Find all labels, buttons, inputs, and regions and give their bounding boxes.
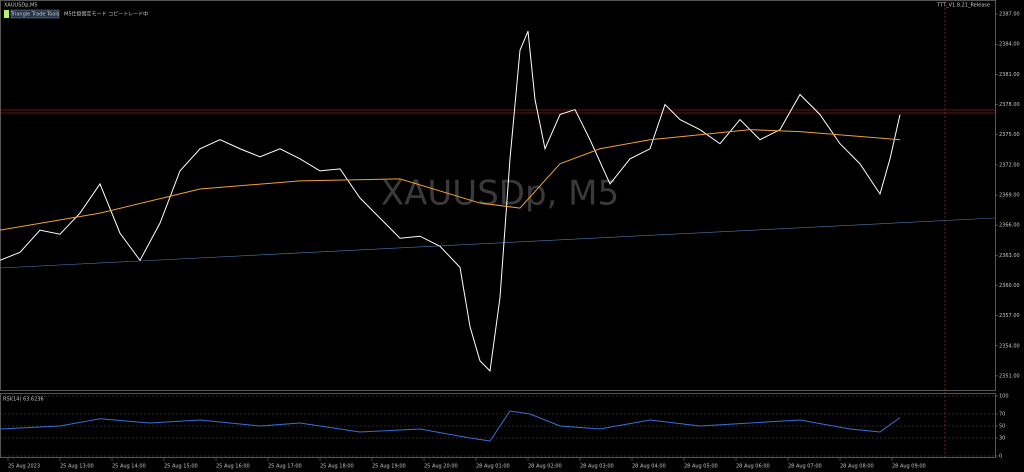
plot-layer: 2351.00 2354.00 2357.00 2360.00 2363.00 2366.… [0,12,1020,470]
pane-title: RSI(14) 63.6236 [3,397,44,403]
x-tick-label: 25 Aug 14:00 [112,464,146,470]
y-tick-label: 2384.00 [999,42,1020,48]
watermark: XAUUSDp, M5 [381,174,619,214]
y-tick-label: 2381.00 [999,72,1020,78]
x-tick-label: 25 Aug 15:00 [164,464,198,470]
rsi-pane-frame [0,393,996,458]
x-tick-label: 25 Aug 17:00 [268,464,302,470]
y-tick-label: 2354.00 [999,343,1020,349]
y-tick-label: 2387.00 [999,12,1020,18]
x-tick-label: 28 Aug 05:00 [684,464,718,470]
y-tick-label: 30 [999,436,1005,442]
x-tick-label: 28 Aug 08:00 [840,464,874,470]
x-tick-label: 28 Aug 09:00 [892,464,926,470]
y-tick-label: 2375.00 [999,132,1020,138]
series-line [0,30,901,372]
x-tick-label: 25 Aug 16:00 [216,464,250,470]
indicator-tag: TTT_V1.8.21_Release [936,3,990,9]
x-tick-label: 28 Aug 02:00 [528,464,562,470]
x-tick-label: 25 Aug 2023 [8,464,40,470]
x-tick-label: 28 Aug 01:00 [476,464,510,470]
tool-button[interactable] [10,9,60,19]
x-tick-label: 28 Aug 04:00 [632,464,666,470]
y-tick-label: 2372.00 [999,162,1020,168]
y-tick-label: 2351.00 [999,373,1020,379]
status-text: M5仕掛固定モード コピートレード中 [64,11,148,18]
trend-line [0,217,996,269]
x-tick-label: 28 Aug 03:00 [580,464,614,470]
y-tick-label: 2357.00 [999,313,1020,319]
series-line [0,410,901,442]
y-tick-label: 50 [999,424,1005,430]
y-tick-label: 2363.00 [999,253,1020,259]
button-icon [4,10,9,18]
y-tick-label: 70 [999,412,1005,418]
series-line [0,129,901,231]
x-tick-label: 25 Aug 20:00 [424,464,458,470]
y-tick-label: 2360.00 [999,283,1020,289]
y-tick-label: 2366.00 [999,223,1020,229]
x-tick-label: 25 Aug 18:00 [320,464,354,470]
y-tick-label: 2369.00 [999,193,1020,199]
x-tick-label: 25 Aug 13:00 [60,464,94,470]
x-tick-label: 28 Aug 07:00 [788,464,822,470]
price-pane-frame [0,0,996,391]
symbol-label: XAUUSDp,M5 [4,3,37,9]
x-tick-label: 25 Aug 19:00 [372,464,406,470]
y-tick-label: 0 [999,454,1002,460]
tool-button-label[interactable]: Triangle Trade Tools [10,12,60,18]
x-tick-label: 28 Aug 06:00 [736,464,770,470]
y-tick-label: 2378.00 [999,102,1020,108]
y-tick-label: 100 [999,394,1009,400]
